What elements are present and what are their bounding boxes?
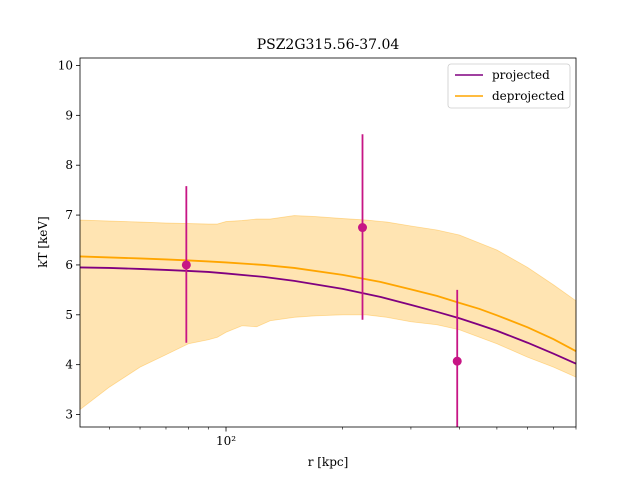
y-axis-ticks: 3 4 5 6 7 8 9 10 (58, 58, 80, 422)
x-axis-label: r [kpc] (308, 455, 349, 469)
data-points-layer (181, 134, 462, 427)
y-tick-label: 6 (65, 258, 73, 272)
data-point-1 (181, 260, 191, 270)
chart-title: PSZ2G315.56-37.04 (257, 37, 400, 53)
data-point-3 (452, 356, 462, 366)
y-tick-label: 3 (65, 408, 73, 422)
y-axis-label: kT [keV] (36, 216, 50, 268)
legend-label-deprojected: deprojected (492, 89, 565, 103)
x-tick-label: 10² (216, 434, 236, 448)
y-tick-label: 10 (58, 58, 73, 72)
series-line-projected (79, 266, 577, 365)
y-tick-label: 9 (65, 108, 73, 122)
y-tick-label: 8 (65, 158, 73, 172)
legend-label-projected: projected (492, 68, 550, 82)
series-line-deprojected (79, 255, 577, 353)
series-lines-layer (79, 255, 577, 365)
y-tick-label: 4 (65, 358, 73, 372)
x-axis-ticks: 10² (109, 427, 577, 448)
y-tick-label: 7 (65, 208, 73, 222)
data-point-2 (357, 223, 367, 233)
y-tick-label: 5 (65, 308, 73, 322)
axes-frame (79, 57, 577, 428)
legend: projected deprojected (447, 63, 571, 109)
